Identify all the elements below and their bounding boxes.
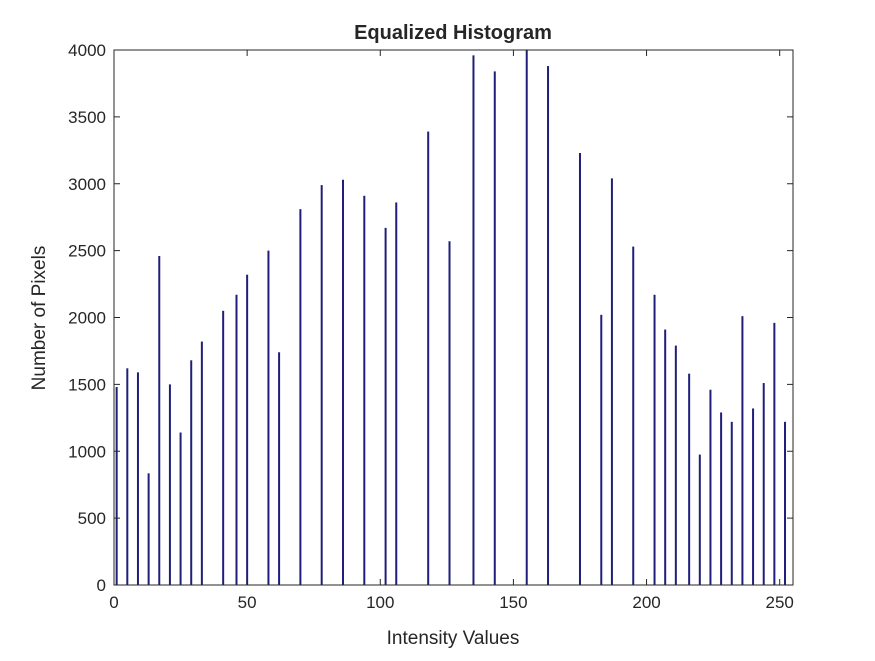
histogram-bar <box>267 250 270 586</box>
y-axis-label: Number of Pixels <box>29 246 50 391</box>
histogram-bar <box>179 432 182 585</box>
x-tick-label: 100 <box>366 593 394 612</box>
y-tick-label: 1000 <box>68 442 106 461</box>
histogram-bar <box>698 454 701 585</box>
y-tick-label: 3000 <box>68 175 106 194</box>
histogram-bar <box>600 314 603 585</box>
histogram-bar <box>653 294 656 585</box>
histogram-bar <box>578 152 581 586</box>
histogram-bar <box>674 345 677 585</box>
y-tick-label: 0 <box>97 576 106 595</box>
histogram-bar <box>709 389 712 585</box>
y-tick-label: 2000 <box>68 309 106 328</box>
histogram-bar <box>472 55 475 586</box>
x-tick-label: 50 <box>238 593 257 612</box>
histogram-bar <box>235 294 238 585</box>
histogram-bar <box>299 209 302 585</box>
histogram-bar <box>773 322 776 585</box>
histogram-bar <box>525 50 528 585</box>
histogram-bar <box>688 373 691 585</box>
histogram-bar <box>395 202 398 586</box>
histogram-bar <box>222 310 225 585</box>
chart-title: Equalized Histogram <box>354 22 552 44</box>
histogram-bar <box>752 408 755 585</box>
histogram-bar <box>200 341 203 585</box>
histogram-bar <box>730 421 733 585</box>
histogram-bar <box>547 66 550 586</box>
y-tick-label: 3500 <box>68 108 106 127</box>
histogram-bar <box>363 195 366 586</box>
histogram-bar <box>126 368 129 585</box>
y-tick-label: 500 <box>78 509 106 528</box>
histogram-bar <box>190 360 193 585</box>
y-tick-label: 1500 <box>68 375 106 394</box>
y-tick-label: 2500 <box>68 242 106 261</box>
x-tick-label: 250 <box>765 593 793 612</box>
histogram-bar <box>278 352 281 585</box>
histogram-bar <box>115 387 118 585</box>
histogram-bar <box>168 384 171 586</box>
histogram-bar <box>158 255 161 586</box>
histogram-bar <box>784 421 787 585</box>
histogram-bar <box>493 71 496 585</box>
histogram-bar <box>448 241 451 585</box>
x-axis-label: Intensity Values <box>387 628 520 649</box>
histogram-bar <box>762 383 765 585</box>
histogram-bar <box>610 178 613 585</box>
plot-area <box>114 50 793 585</box>
x-tick-label: 0 <box>109 593 118 612</box>
histogram-bar <box>246 274 249 585</box>
histogram-bar <box>632 246 635 586</box>
x-axis-ticks: 0 50 100 150 200 250 <box>109 50 794 612</box>
histogram-bar <box>720 412 723 585</box>
bars-group <box>115 50 787 586</box>
histogram-bar <box>147 473 150 585</box>
y-tick-label: 4000 <box>68 41 106 60</box>
histogram-bar <box>136 372 139 585</box>
y-axis-ticks: 0 500 1000 1500 2000 2500 3000 3500 4000 <box>68 41 793 595</box>
histogram-bar <box>741 316 744 585</box>
histogram-bar <box>320 185 323 585</box>
histogram-bar <box>427 131 430 585</box>
x-tick-label: 150 <box>499 593 527 612</box>
histogram-bar <box>342 179 344 586</box>
x-tick-label: 200 <box>632 593 660 612</box>
histogram-bar <box>384 227 387 585</box>
histogram-bar <box>664 329 667 585</box>
